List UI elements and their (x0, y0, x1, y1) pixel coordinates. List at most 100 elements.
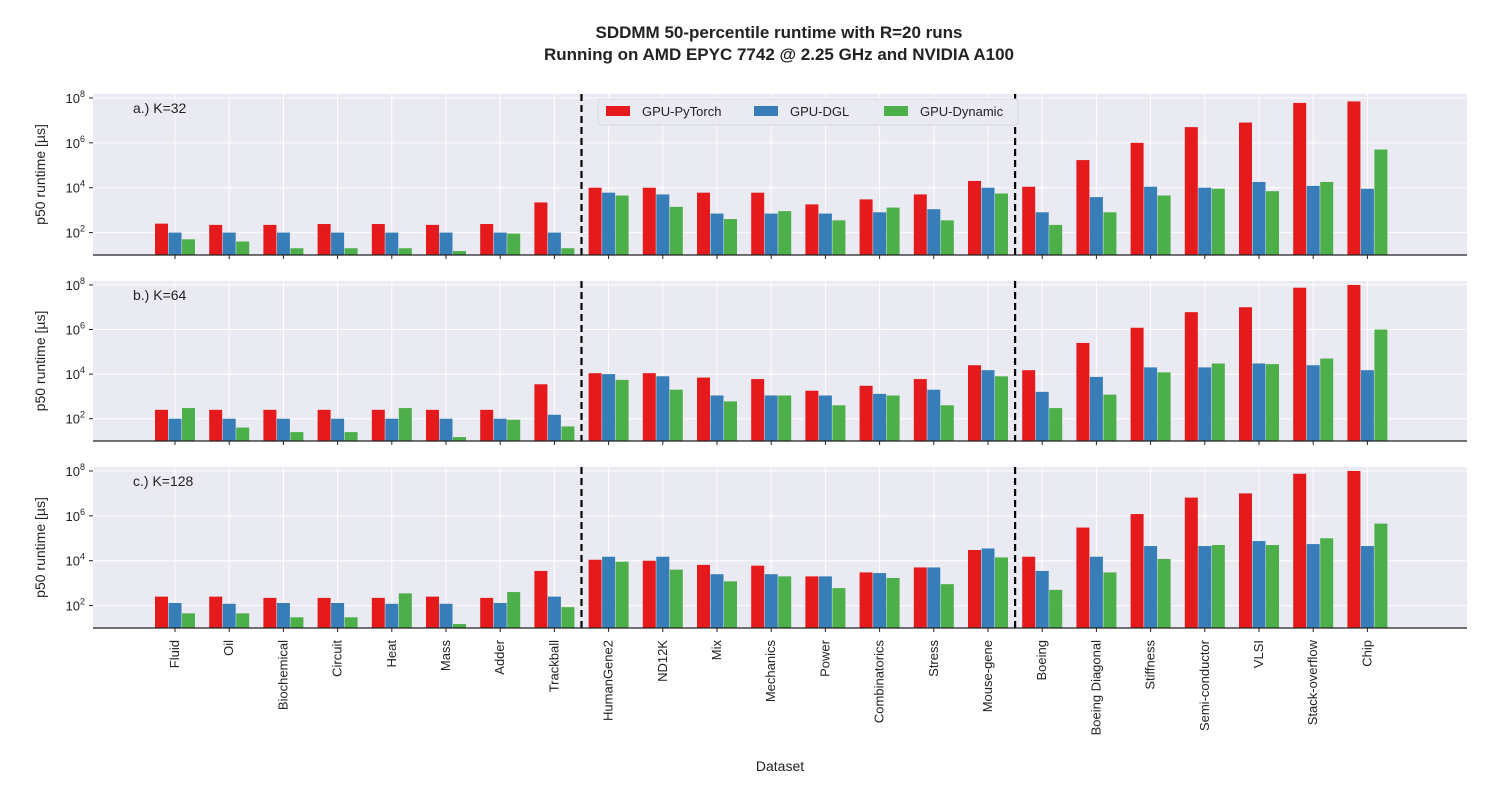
bar-gpu-pytorch-boeing (1022, 370, 1036, 441)
bar-gpu-dynamic-adder (507, 233, 521, 255)
bar-gpu-dgl-stiffness (1144, 367, 1158, 441)
bar-gpu-pytorch-mass (426, 224, 439, 255)
bar-gpu-pytorch-trackball (534, 570, 548, 628)
bar-gpu-dynamic-chip (1374, 149, 1388, 255)
bar-gpu-dynamic-semi-conductor (1211, 545, 1225, 628)
bar-gpu-dynamic-boeing-diagonal (1103, 572, 1117, 628)
x-tick-label: VLSI (1251, 640, 1266, 668)
y-tick-label: 102 (66, 410, 85, 427)
legend: GPU-PyTorch GPU-DGL GPU-Dynamic (597, 98, 1019, 126)
bar-gpu-dynamic-circuit (344, 432, 358, 441)
bar-gpu-dgl-combinatorics (873, 212, 887, 255)
bar-gpu-dynamic-combinatorics (886, 577, 900, 628)
bar-gpu-dgl-vlsi (1252, 541, 1266, 628)
bar-gpu-dgl-combinatorics (873, 393, 887, 441)
x-tick-label: HumanGene2 (601, 640, 616, 721)
bar-gpu-dgl-circuit (331, 232, 345, 255)
bar-gpu-pytorch-nd12k (642, 187, 656, 255)
x-tick-label: Trackball (546, 640, 561, 692)
bar-gpu-pytorch-fluid (155, 596, 168, 628)
x-tick-label: Circuit (330, 640, 345, 677)
x-tick-label: ND12K (655, 640, 670, 682)
x-tick-label: Chip (1359, 640, 1374, 667)
bar-gpu-pytorch-stress (913, 567, 927, 628)
bar-gpu-dgl-vlsi (1252, 181, 1266, 255)
bar-gpu-dynamic-adder (507, 592, 521, 628)
bar-gpu-pytorch-mouse-gene (968, 180, 981, 255)
bar-gpu-pytorch-adder (480, 597, 494, 628)
y-tick-label: 102 (66, 224, 85, 241)
bar-gpu-pytorch-semi-conductor (1184, 312, 1198, 441)
bar-gpu-dgl-boeing-diagonal (1089, 556, 1103, 628)
bar-gpu-dynamic-boeing (1049, 589, 1063, 628)
bar-gpu-dgl-semi-conductor (1198, 546, 1212, 628)
bar-gpu-pytorch-combinatorics (859, 572, 873, 628)
bar-gpu-dynamic-vlsi (1266, 191, 1279, 255)
x-tick-label: Semi-conductor (1197, 639, 1212, 731)
bar-gpu-dynamic-mouse-gene (995, 193, 1008, 255)
bar-gpu-pytorch-circuit (317, 597, 331, 628)
y-tick-label: 108 (66, 89, 85, 106)
chart-title-line2: Running on AMD EPYC 7742 @ 2.25 GHz and … (544, 45, 1014, 64)
bar-gpu-dynamic-stack-overflow (1320, 181, 1334, 255)
chart-title: SDDMM 50-percentile runtime with R=20 ru… (0, 22, 1500, 66)
bar-gpu-dgl-nd12k (656, 194, 670, 255)
bar-gpu-dgl-mechanics (764, 213, 778, 255)
bar-gpu-pytorch-mechanics (751, 192, 765, 255)
panel-label: c.) K=128 (133, 473, 194, 489)
bar-gpu-dynamic-trackball (561, 248, 575, 255)
bar-gpu-pytorch-mix (697, 192, 710, 255)
bar-gpu-pytorch-chip (1347, 101, 1361, 256)
x-tick-label: Combinatorics (872, 640, 887, 724)
bar-gpu-dgl-mechanics (764, 574, 778, 628)
y-tick-label: 106 (66, 321, 85, 338)
y-axis-label: p50 runtime [µs] (32, 497, 48, 598)
bar-gpu-dgl-humangene2 (602, 556, 616, 628)
bar-gpu-dynamic-vlsi (1266, 545, 1279, 628)
bar-gpu-pytorch-stiffness (1130, 514, 1144, 628)
bar-gpu-dgl-fluid (168, 232, 182, 255)
bar-gpu-dgl-mass (439, 603, 453, 628)
bar-gpu-dgl-mechanics (764, 395, 778, 441)
bar-gpu-dynamic-adder (507, 419, 521, 441)
legend-swatch (884, 106, 908, 116)
bar-gpu-pytorch-trackball (534, 202, 548, 255)
y-tick-label: 104 (66, 179, 85, 196)
bar-gpu-dynamic-boeing-diagonal (1103, 394, 1117, 441)
bar-gpu-pytorch-biochemical (263, 409, 277, 441)
bar-gpu-dgl-trackball (547, 596, 561, 628)
bar-gpu-dgl-boeing (1035, 212, 1049, 255)
bar-gpu-pytorch-mix (697, 377, 710, 441)
bar-gpu-pytorch-boeing (1022, 186, 1036, 255)
bar-gpu-dynamic-fluid (182, 408, 195, 441)
bar-gpu-pytorch-mouse-gene (968, 549, 981, 628)
x-tick-label: Stress (926, 640, 941, 677)
bar-gpu-dgl-heat (385, 603, 399, 628)
bar-gpu-dgl-power (818, 395, 832, 441)
bar-gpu-dynamic-fluid (182, 613, 195, 628)
bar-gpu-dynamic-stiffness (1157, 558, 1171, 628)
bar-gpu-dynamic-humangene2 (615, 195, 629, 255)
bar-gpu-pytorch-oil (209, 596, 223, 628)
bar-gpu-dynamic-oil (236, 241, 250, 255)
panel-3: 102 104 106 108 c.) K=128 p50 runtime [µs] (32, 462, 1467, 632)
bar-gpu-dynamic-nd12k (669, 569, 683, 628)
bar-gpu-pytorch-biochemical (263, 597, 277, 628)
bar-gpu-dynamic-semi-conductor (1211, 188, 1225, 255)
bar-gpu-dgl-power (818, 576, 832, 628)
bar-gpu-dynamic-oil (236, 613, 250, 628)
bar-gpu-pytorch-stiffness (1130, 142, 1144, 255)
x-tick-label: Heat (384, 640, 399, 668)
bar-gpu-dynamic-mouse-gene (995, 557, 1008, 628)
bar-gpu-dgl-boeing-diagonal (1089, 376, 1103, 441)
bar-gpu-dgl-biochemical (276, 418, 290, 441)
bar-gpu-pytorch-humangene2 (588, 559, 602, 628)
bar-gpu-dynamic-mix (724, 401, 737, 441)
y-tick-label: 108 (66, 276, 85, 293)
legend-entry: GPU-DGL (790, 104, 849, 119)
y-axis-label: p50 runtime [µs] (32, 124, 48, 225)
bar-gpu-pytorch-combinatorics (859, 199, 873, 255)
bar-gpu-dgl-semi-conductor (1198, 367, 1212, 441)
bar-gpu-pytorch-semi-conductor (1184, 497, 1198, 628)
bar-gpu-dgl-stiffness (1144, 546, 1158, 628)
